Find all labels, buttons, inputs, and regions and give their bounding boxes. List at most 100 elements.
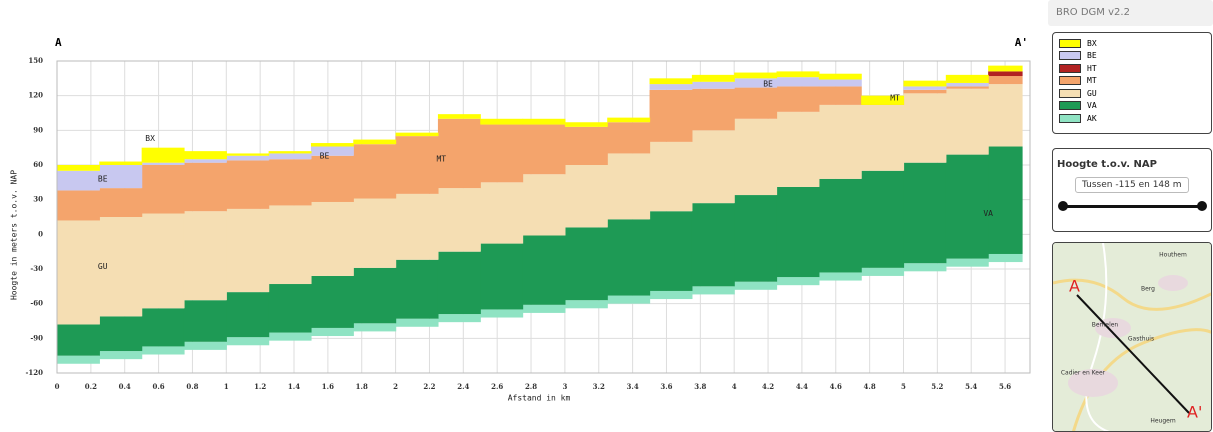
x-tick-label: 3.8 bbox=[694, 382, 706, 391]
layer-segment bbox=[184, 300, 227, 342]
layer-segment bbox=[142, 163, 185, 165]
x-tick-label: 0.8 bbox=[186, 382, 198, 391]
layer-segment bbox=[692, 286, 735, 294]
layer-segment bbox=[353, 268, 396, 323]
layer-segment bbox=[480, 182, 523, 243]
place-label: Houthem bbox=[1159, 252, 1187, 259]
y-axis-label: Hoogte in meters t.o.v. NAP bbox=[10, 170, 19, 300]
y-tick-label: 150 bbox=[28, 56, 43, 65]
layer-segment bbox=[99, 316, 142, 351]
x-tick-label: 0.2 bbox=[85, 382, 97, 391]
layer-segment bbox=[438, 119, 481, 188]
layer-segment bbox=[184, 163, 227, 212]
layer-segment bbox=[523, 235, 566, 304]
layer-segment bbox=[650, 142, 693, 211]
x-tick-label: 4.4 bbox=[796, 382, 808, 391]
layer-segment bbox=[607, 296, 650, 304]
layer-segment bbox=[396, 260, 439, 319]
version-select[interactable]: BRO DGM v2.2 bbox=[1048, 0, 1213, 26]
y-tick-label: 120 bbox=[28, 91, 43, 100]
slider-handle[interactable] bbox=[1058, 201, 1068, 211]
layer-segment bbox=[650, 84, 693, 90]
y-tick-label: 0 bbox=[38, 229, 43, 238]
filter-range: Tussen -115 en 148 m bbox=[1075, 177, 1189, 193]
x-tick-label: 1.8 bbox=[356, 382, 368, 391]
layer-segment bbox=[903, 86, 946, 89]
x-tick-label: 1.2 bbox=[254, 382, 266, 391]
layer-segment bbox=[311, 156, 354, 202]
layer-segment bbox=[57, 324, 100, 355]
slider-handle[interactable] bbox=[1197, 201, 1207, 211]
layer-segment bbox=[311, 276, 354, 328]
layer-segment bbox=[438, 114, 481, 119]
x-tick-label: 2 bbox=[393, 382, 398, 391]
y-tick-label: -30 bbox=[30, 264, 43, 273]
layer-label: MT bbox=[890, 93, 900, 102]
layer-segment bbox=[396, 319, 439, 327]
layer-segment bbox=[226, 156, 269, 161]
layer-segment bbox=[226, 160, 269, 209]
layer-segment bbox=[226, 292, 269, 337]
x-tick-label: 2.2 bbox=[423, 382, 435, 391]
layer-segment bbox=[692, 203, 735, 286]
x-tick-label: 2.8 bbox=[525, 382, 537, 391]
layer-segment bbox=[184, 151, 227, 159]
x-tick-label: 0.4 bbox=[119, 382, 131, 391]
legend-swatch bbox=[1059, 39, 1081, 48]
x-tick-label: 4.8 bbox=[864, 382, 876, 391]
layer-segment bbox=[692, 130, 735, 203]
layer-segment bbox=[946, 259, 989, 267]
layer-segment bbox=[565, 165, 608, 227]
x-tick-label: 0.6 bbox=[152, 382, 164, 391]
layer-segment bbox=[480, 244, 523, 310]
layer-segment bbox=[57, 171, 100, 191]
layer-segment bbox=[269, 205, 312, 284]
map-start: A bbox=[1069, 277, 1080, 296]
legend-label: AK bbox=[1087, 114, 1097, 123]
layer-segment bbox=[353, 199, 396, 268]
layer-segment bbox=[777, 77, 820, 86]
layer-segment bbox=[269, 284, 312, 333]
y-tick-label: 30 bbox=[33, 195, 43, 204]
layer-segment bbox=[353, 323, 396, 331]
layer-label: BE bbox=[320, 151, 330, 160]
place-label: Berg bbox=[1141, 286, 1155, 293]
layer-label: MT bbox=[436, 155, 446, 164]
legend-swatch bbox=[1059, 76, 1081, 85]
layer-segment bbox=[396, 133, 439, 136]
layer-segment bbox=[607, 219, 650, 295]
layer-segment bbox=[99, 188, 142, 217]
legend-item: VA bbox=[1053, 100, 1211, 113]
legend-item: HT bbox=[1053, 62, 1211, 75]
layer-segment bbox=[226, 209, 269, 292]
layer-segment bbox=[607, 118, 650, 123]
x-tick-label: 2.6 bbox=[491, 382, 503, 391]
layer-segment bbox=[269, 333, 312, 341]
layer-segment bbox=[438, 314, 481, 322]
legend-item: MT bbox=[1053, 75, 1211, 88]
layer-segment bbox=[861, 99, 904, 171]
layer-segment bbox=[734, 88, 777, 119]
layer-segment bbox=[269, 159, 312, 205]
height-filter: Hoogte t.o.v. NAP Tussen -115 en 148 m bbox=[1052, 148, 1212, 232]
legend-swatch bbox=[1059, 114, 1081, 123]
layer-segment bbox=[523, 125, 566, 175]
layer-segment bbox=[142, 148, 185, 163]
layer-segment bbox=[142, 346, 185, 354]
layer-label: BE bbox=[763, 80, 773, 89]
layer-segment bbox=[988, 66, 1022, 72]
layer-segment bbox=[607, 122, 650, 153]
layer-segment bbox=[650, 291, 693, 299]
x-axis-label: Afstand in km bbox=[508, 394, 571, 403]
layer-segment bbox=[988, 147, 1022, 254]
layer-segment bbox=[946, 83, 989, 86]
layer-segment bbox=[353, 140, 396, 145]
layer-segment bbox=[396, 136, 439, 194]
layer-segment bbox=[988, 76, 1022, 84]
layer-segment bbox=[988, 84, 1022, 146]
layer-segment bbox=[269, 153, 312, 159]
layer-segment bbox=[396, 194, 439, 260]
place-label: Bemelen bbox=[1092, 322, 1119, 329]
layer-segment bbox=[650, 90, 693, 142]
